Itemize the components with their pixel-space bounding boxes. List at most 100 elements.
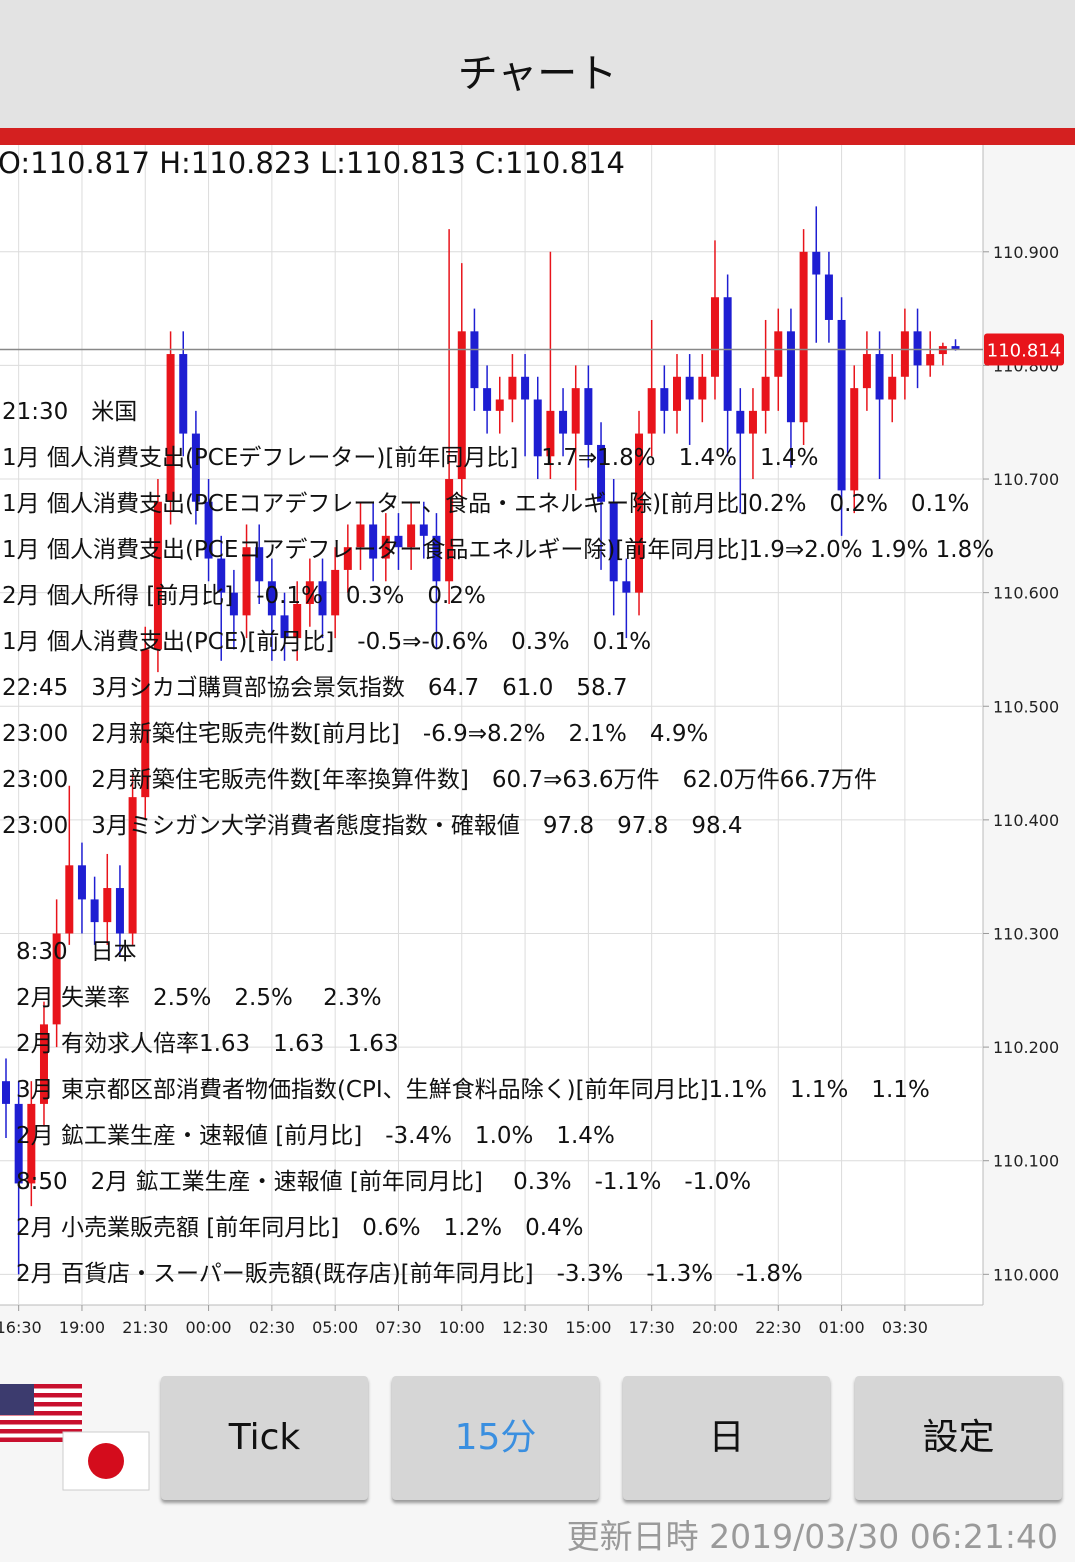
x-tick-label: 10:00 xyxy=(439,1318,485,1337)
calendar-line: 2月 個人所得 [前月比] -0.1% 0.3% 0.2% xyxy=(2,583,486,609)
calendar-group: 8:30 日本 2月 失業率 2.5% 2.5% 2.3% 2月 有効求人倍率1.6… xyxy=(16,929,930,1297)
last-price-tag xyxy=(984,333,1064,366)
x-tick-label: 00:00 xyxy=(186,1318,232,1337)
candle-body xyxy=(77,865,86,900)
candle-body xyxy=(280,615,289,639)
candle-body xyxy=(356,524,365,548)
candle-body xyxy=(90,899,99,923)
y-tick-label: 110.500 xyxy=(993,697,1059,716)
candle-body xyxy=(27,1103,36,1184)
calendar-line: 2月 小売業販売額 [前年同月比] 0.6% 1.2% 0.4% xyxy=(16,1215,584,1241)
calendar-line: 2月 有効求人倍率1.63 1.63 1.63 xyxy=(16,1031,399,1057)
calendar-line: 1月 個人消費支出(PCE)[前月比] -0.5⇒-0.6% 0.3% 0.1% xyxy=(2,629,652,655)
candle-body xyxy=(837,319,846,491)
candle-body xyxy=(710,297,719,377)
candle-body xyxy=(331,569,340,616)
interval-button[interactable]: 設定 xyxy=(855,1376,1062,1500)
x-tick-label: 20:00 xyxy=(692,1318,738,1337)
x-tick-label: 16:30 xyxy=(0,1318,42,1337)
candle-body xyxy=(166,354,175,502)
candle-body xyxy=(748,410,757,434)
candle-body xyxy=(926,354,935,366)
interval-button[interactable]: 15分 xyxy=(392,1376,599,1500)
calendar-line: 3月 東京都区部消費者物価指数(CPI、生鮮食料品除く)[前年同月比]1.1% … xyxy=(16,1077,930,1103)
update-time: 更新日時 2019/03/30 06:21:40 xyxy=(566,1517,1058,1556)
calendar-line: 1月 個人消費支出(PCEデフレーター)[前年同月比] 1.7⇒1.8% 1.4… xyxy=(2,445,819,471)
interval-button[interactable]: 日 xyxy=(623,1376,830,1500)
candle-body xyxy=(913,331,922,366)
chart: 110.000 110.100 110.200 110.300 110.400 110.5… xyxy=(0,145,1064,1337)
candle-body xyxy=(736,410,745,434)
candle-body xyxy=(381,535,390,559)
candle-body xyxy=(255,547,264,582)
x-tick-label: 15:00 xyxy=(565,1318,611,1337)
candle-body xyxy=(635,433,644,593)
calendar-line: 23:00 3月ミシガン大学消費者態度指数・確報値 97.8 97.8 98.4 xyxy=(2,813,743,839)
candle-body xyxy=(242,547,251,616)
candle-body xyxy=(153,501,162,650)
calendar-line: 22:45 3月シカゴ購買部協会景気指数 64.7 61.0 58.7 xyxy=(2,675,628,701)
x-tick-label: 07:30 xyxy=(375,1318,421,1337)
x-tick-label: 19:00 xyxy=(59,1318,105,1337)
calendar-line: 23:00 2月新築住宅販売件数[年率換算件数] 60.7⇒63.6万件 62.… xyxy=(2,767,877,793)
calendar-line: 21:30 米国 xyxy=(2,399,138,425)
candle-body xyxy=(217,558,226,593)
candle-body xyxy=(267,581,276,616)
x-tick-label: 03:30 xyxy=(882,1318,928,1337)
x-tick-label: 05:00 xyxy=(312,1318,358,1337)
x-tick-label: 17:30 xyxy=(629,1318,675,1337)
candle-body xyxy=(191,433,200,502)
candle-body xyxy=(141,649,150,798)
y-tick-label: 110.300 xyxy=(993,924,1059,943)
candle-body xyxy=(824,274,833,320)
calendar-line: 1月 個人消費支出(PCEコアデフレーター、食品・エネルギー除)[前月比]0.2… xyxy=(2,491,970,517)
y-tick-label: 110.900 xyxy=(993,243,1059,262)
candle-body xyxy=(533,399,542,457)
calendar-line: 2月 失業率 2.5% 2.5% 2.3% xyxy=(16,985,382,1011)
y-tick-label: 110.700 xyxy=(993,470,1059,489)
candle-body xyxy=(559,410,568,434)
candle-body xyxy=(546,410,555,457)
candle-body xyxy=(293,604,302,639)
japan-flag xyxy=(62,1431,150,1491)
x-tick-label: 21:30 xyxy=(122,1318,168,1337)
candle-body xyxy=(128,797,137,934)
y-tick-label: 110.600 xyxy=(993,584,1059,603)
candle-body xyxy=(900,331,909,377)
calendar-line: 2月 百貨店・スーパー販売額(既存店)[前年同月比] -3.3% -1.3% -… xyxy=(16,1261,803,1287)
candle-body xyxy=(52,933,61,1025)
candle-body xyxy=(115,888,124,934)
candle-body xyxy=(229,592,238,616)
calendar-group: 21:30 米国 1月 個人消費支出(PCEデフレーター)[前年同月比] 1.7⇒… xyxy=(2,389,994,849)
header-bar xyxy=(0,128,1075,145)
x-tick-label: 12:30 xyxy=(502,1318,548,1337)
candle-body xyxy=(774,331,783,377)
candle-body xyxy=(318,581,327,616)
candle-body xyxy=(394,535,403,548)
candle-body xyxy=(786,331,795,423)
candle-body xyxy=(850,388,859,491)
plot-area xyxy=(0,145,983,1305)
candle-body xyxy=(65,865,74,934)
interval-button[interactable]: Tick xyxy=(161,1376,368,1500)
candle-body xyxy=(432,535,441,582)
header-title: チャート xyxy=(0,0,1075,128)
candle-body xyxy=(698,376,707,400)
candle-body xyxy=(951,346,960,350)
candle-body xyxy=(445,479,454,582)
y-tick-label: 110.000 xyxy=(993,1265,1059,1284)
candle-body xyxy=(343,547,352,570)
candle-body xyxy=(457,331,466,480)
y-tick-label: 110.100 xyxy=(993,1152,1059,1171)
candle-body xyxy=(14,1103,23,1184)
candle-body xyxy=(888,376,897,400)
candle-body xyxy=(761,376,770,411)
calendar-line: 8:30 日本 xyxy=(16,939,137,965)
candle-body xyxy=(483,388,492,411)
calendar-line: 2月 鉱工業生産・速報値 [前月比] -3.4% 1.0% 1.4% xyxy=(16,1123,615,1149)
calendar-line: 8:50 2月 鉱工業生産・速報値 [前年同月比] 0.3% -1.1% -1.… xyxy=(16,1169,752,1195)
candle-body xyxy=(508,376,517,400)
x-tick-label: 01:00 xyxy=(819,1318,865,1337)
candle-body xyxy=(39,1024,48,1104)
